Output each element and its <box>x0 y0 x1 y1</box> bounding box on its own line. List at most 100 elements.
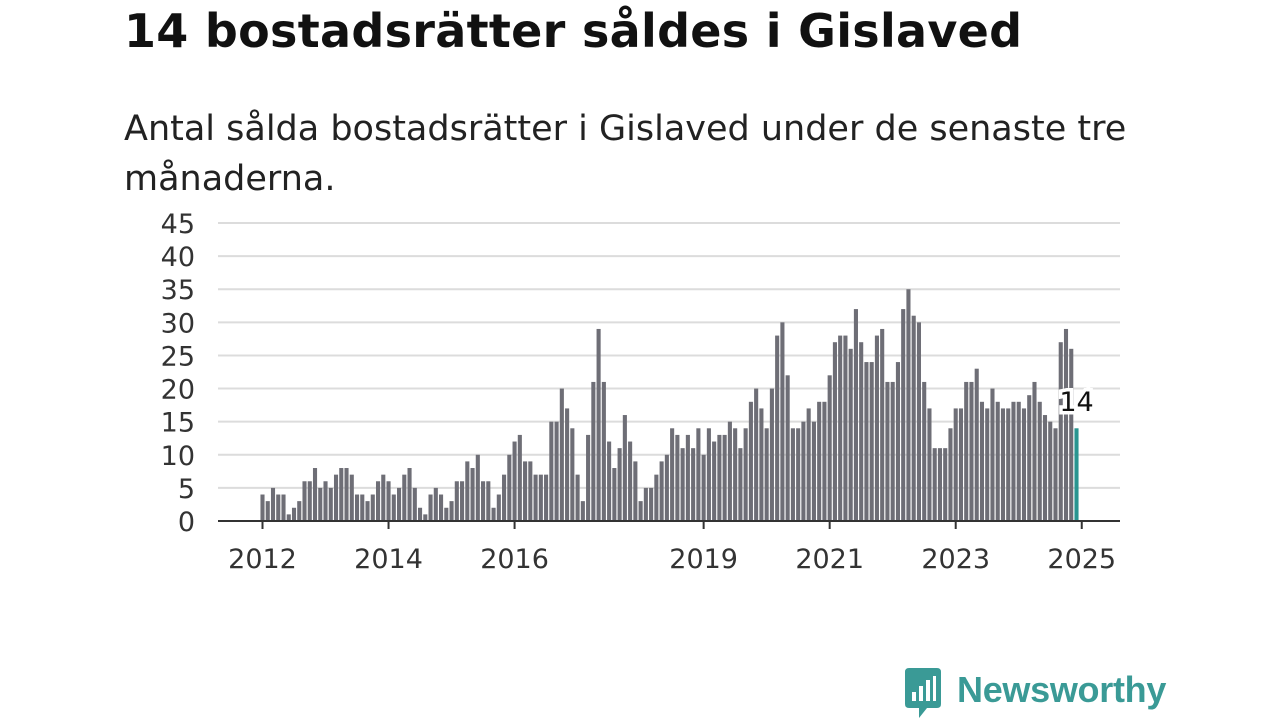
y-tick-label: 35 <box>161 275 195 306</box>
bar <box>312 468 318 521</box>
bar <box>911 315 916 521</box>
bar <box>549 421 554 521</box>
bar <box>680 448 685 521</box>
bar <box>323 481 328 521</box>
bar <box>706 428 711 521</box>
bar <box>869 362 874 521</box>
bar <box>375 481 381 521</box>
bar <box>265 501 270 521</box>
x-axis-ticks: 2012 2014 2016 2019 2021 2023 2025 <box>228 521 1116 575</box>
bar <box>974 368 979 521</box>
bar <box>470 468 475 521</box>
bar <box>659 461 664 521</box>
bar <box>827 375 832 521</box>
bar <box>491 507 496 521</box>
bar <box>523 461 528 521</box>
bar <box>1037 401 1042 521</box>
bar <box>270 487 276 521</box>
bar <box>1042 415 1048 521</box>
bar <box>565 408 570 521</box>
bar <box>874 335 879 521</box>
bar <box>806 408 811 521</box>
bar <box>1048 421 1053 521</box>
bar <box>302 481 307 521</box>
bar <box>948 428 953 521</box>
bar <box>985 408 990 521</box>
y-tick-label: 15 <box>161 408 195 439</box>
x-tick-label: 2014 <box>354 544 423 575</box>
bar <box>696 428 701 521</box>
bar <box>586 434 591 521</box>
bar <box>465 461 470 521</box>
bar <box>607 441 612 521</box>
bar <box>796 428 801 521</box>
bar <box>906 289 911 521</box>
bar <box>428 494 433 521</box>
bar <box>664 454 669 521</box>
bar <box>701 454 706 521</box>
bar <box>748 401 753 521</box>
bar <box>544 474 549 521</box>
bar <box>276 494 281 521</box>
bar <box>1000 408 1006 521</box>
x-tick-label: 2021 <box>795 544 864 575</box>
bar-latest <box>1074 428 1079 521</box>
bar <box>1027 395 1032 521</box>
bar <box>848 348 853 521</box>
bar <box>349 474 354 521</box>
bar <box>790 428 795 521</box>
bar <box>895 362 900 521</box>
bar <box>822 401 827 521</box>
bar <box>922 381 927 521</box>
gridlines <box>218 222 1120 489</box>
x-tick-label: 2025 <box>1047 544 1116 575</box>
bar <box>297 501 302 521</box>
bar <box>507 454 512 521</box>
bar <box>486 481 491 521</box>
bar <box>990 388 995 521</box>
bar <box>559 388 564 521</box>
bar <box>512 441 517 521</box>
bar <box>1011 401 1016 521</box>
bar <box>754 388 759 521</box>
bar-series <box>260 289 1079 521</box>
bar <box>622 415 627 521</box>
bar <box>418 507 423 521</box>
latest-value-label: 14 <box>1059 387 1093 418</box>
bar <box>449 501 454 521</box>
bar <box>633 461 638 521</box>
bar <box>570 428 575 521</box>
bar <box>969 381 974 521</box>
bar <box>281 494 286 521</box>
y-tick-label: 25 <box>161 341 195 372</box>
bar <box>843 335 848 521</box>
bar <box>596 328 601 521</box>
bar <box>433 487 438 521</box>
bar <box>722 434 727 521</box>
bar <box>932 448 937 521</box>
y-tick-label: 5 <box>178 474 195 505</box>
bar <box>528 461 533 521</box>
bar <box>460 481 465 521</box>
bar <box>727 421 732 521</box>
bar <box>612 468 617 521</box>
bar <box>333 474 339 521</box>
bar <box>712 441 717 521</box>
y-tick-label: 45 <box>161 209 195 240</box>
bar <box>675 434 680 521</box>
bar <box>628 441 633 521</box>
bar <box>517 434 522 521</box>
bar <box>759 408 764 521</box>
y-tick-label: 30 <box>161 308 195 339</box>
bar <box>853 309 858 521</box>
bar <box>475 454 480 521</box>
bar <box>691 448 696 521</box>
bar <box>743 428 748 521</box>
bar <box>638 501 643 521</box>
bar <box>381 474 386 521</box>
bar <box>859 342 864 521</box>
bar <box>643 487 648 521</box>
bar <box>995 401 1000 521</box>
